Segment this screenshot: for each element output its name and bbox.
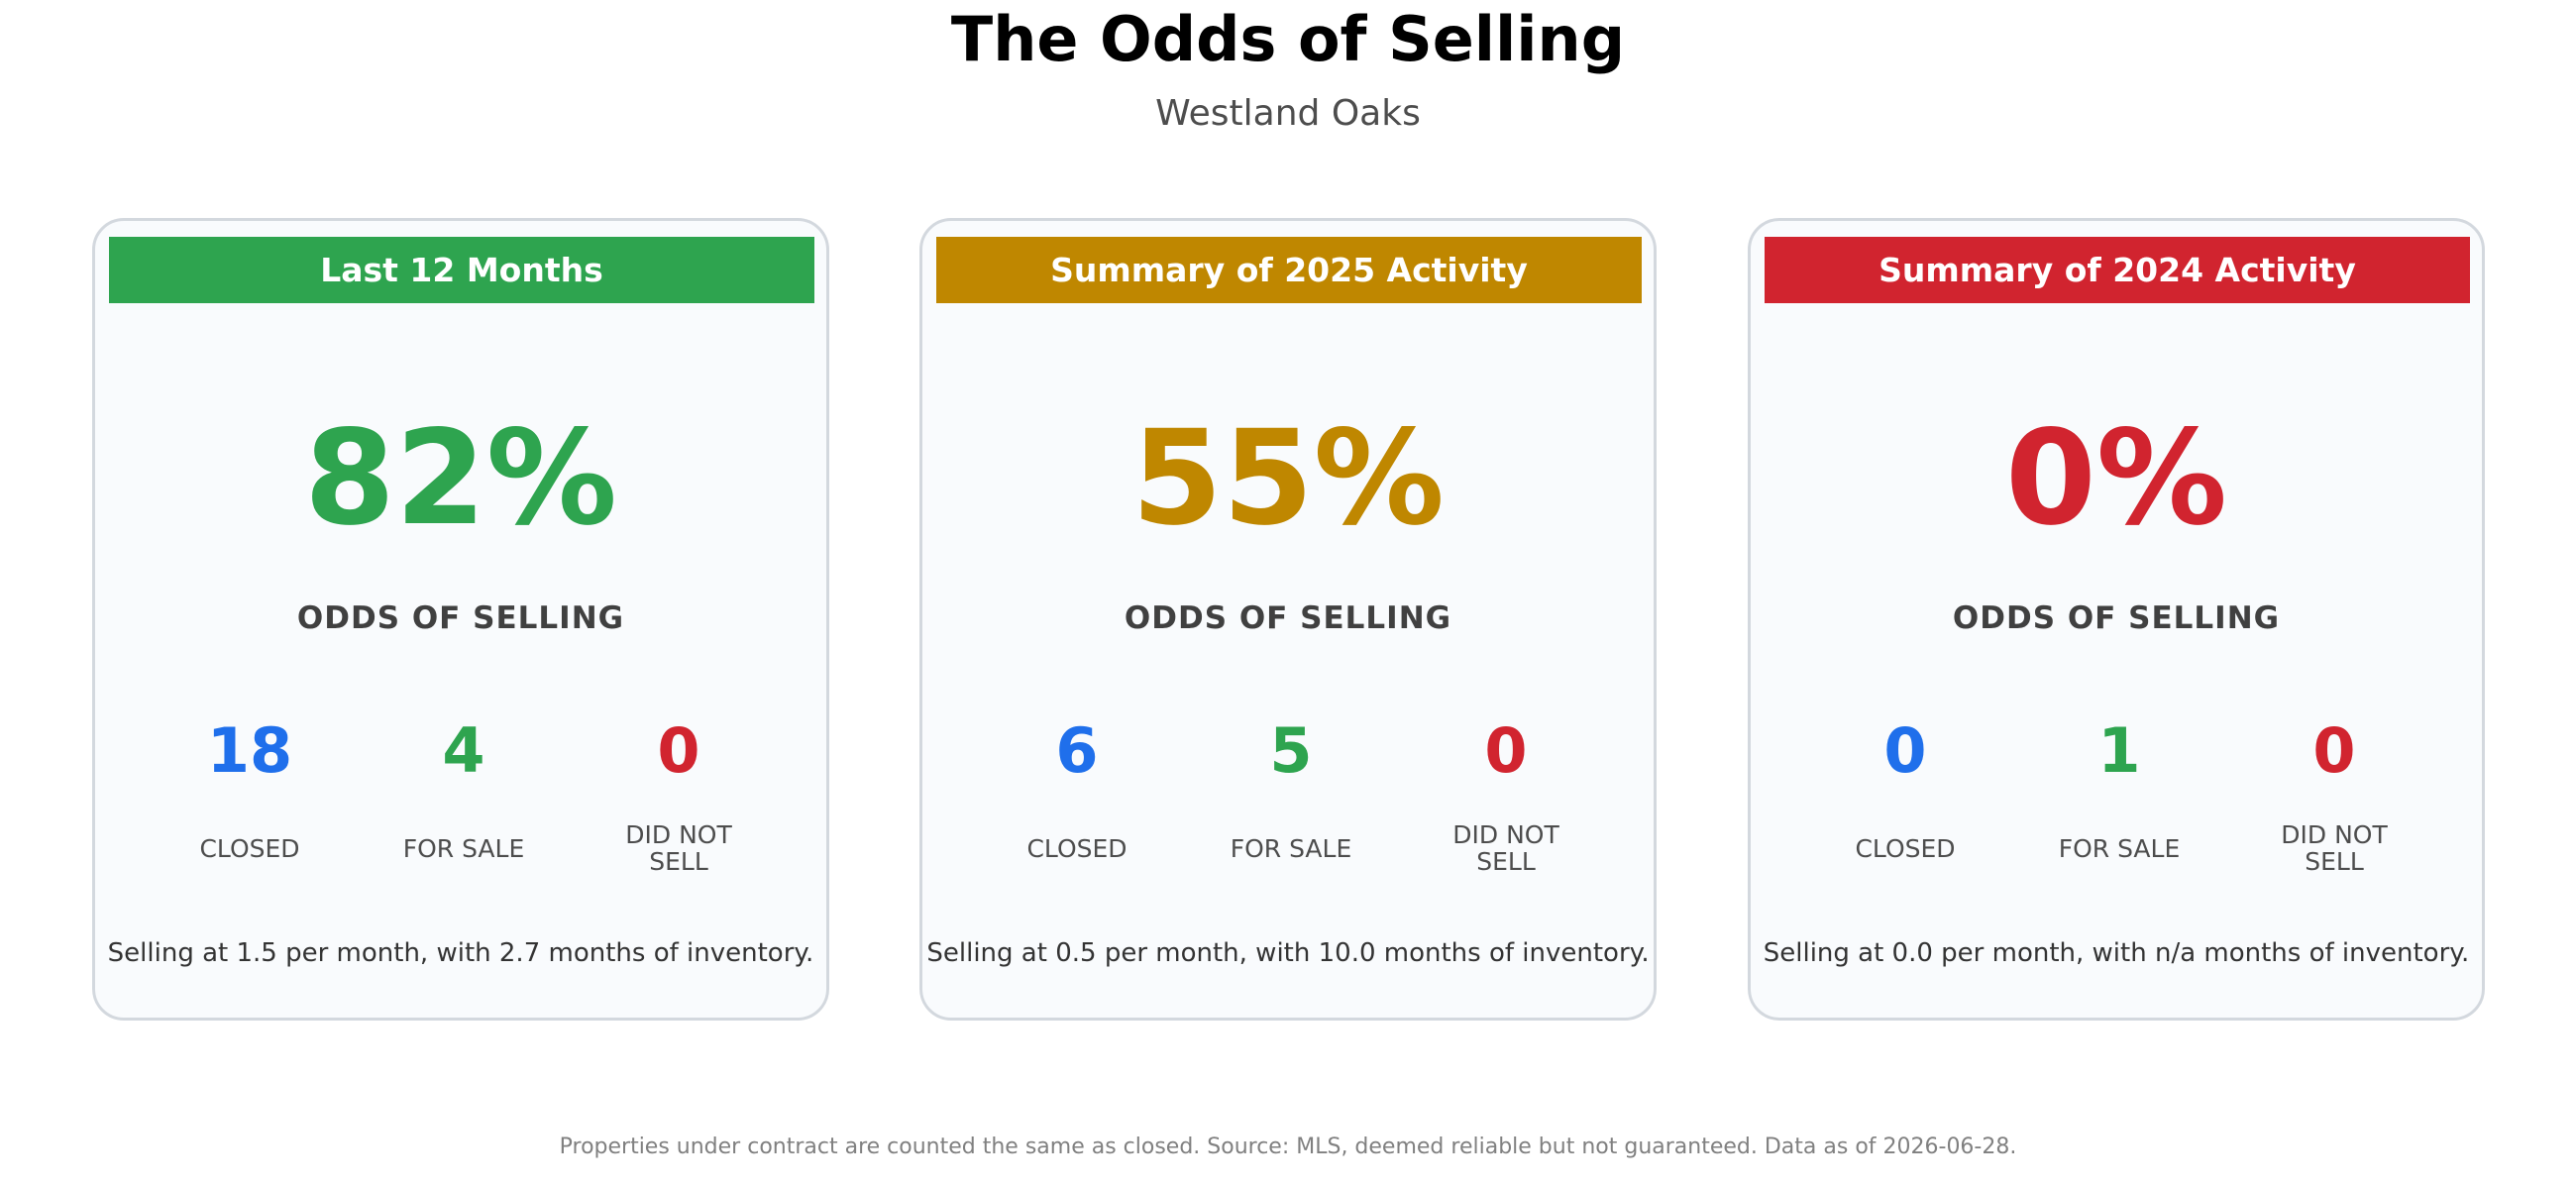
stat-closed: 18 CLOSED [151,714,349,875]
stat-label: CLOSED [1026,833,1127,863]
stat-label: DID NOT SELL [1452,820,1559,876]
stat-value: 0 [2312,714,2356,787]
footnote: Properties under contract are counted th… [559,1135,2017,1159]
odds-label: ODDS OF SELLING [1124,600,1452,636]
stat-did-not-sell: 0 DID NOT SELL [580,714,778,875]
stat-label-wrap: DID NOT SELL [580,821,778,875]
stat-value: 0 [1484,714,1528,787]
card-header: Summary of 2024 Activity [1765,237,2470,303]
stat-for-sale: 5 FOR SALE [1192,714,1390,875]
stat-label-wrap: DID NOT SELL [2235,821,2433,875]
stat-label-wrap: FOR SALE [1192,821,1390,875]
card-summary: Selling at 0.5 per month, with 10.0 mont… [926,938,1650,968]
stat-label-wrap: CLOSED [978,821,1176,875]
stat-label-wrap: DID NOT SELL [1407,821,1605,875]
stat-label: FOR SALE [2058,833,2181,863]
stat-value: 0 [657,714,700,787]
stat-value: 6 [1055,714,1099,787]
card-header: Summary of 2025 Activity [936,237,1642,303]
card-header: Last 12 Months [109,237,814,303]
card-summary: Selling at 0.0 per month, with n/a month… [1763,938,2470,968]
card-summary: Selling at 1.5 per month, with 2.7 month… [107,938,814,968]
stat-value: 4 [442,714,485,787]
stat-label: FOR SALE [402,833,525,863]
stat-did-not-sell: 0 DID NOT SELL [2235,714,2433,875]
card-2025-activity: Summary of 2025 Activity 55% ODDS OF SEL… [919,218,1657,1021]
odds-percentage: 55% [1131,402,1445,555]
stat-label-wrap: FOR SALE [2020,821,2218,875]
odds-label: ODDS OF SELLING [1952,600,2281,636]
stat-did-not-sell: 0 DID NOT SELL [1407,714,1605,875]
stat-label: DID NOT SELL [625,820,732,876]
stat-value: 1 [2097,714,2141,787]
stat-value: 0 [1883,714,1927,787]
stat-value: 5 [1269,714,1313,787]
card-2024-activity: Summary of 2024 Activity 0% ODDS OF SELL… [1748,218,2485,1021]
stat-for-sale: 4 FOR SALE [365,714,563,875]
stat-label: FOR SALE [1230,833,1352,863]
stat-closed: 0 CLOSED [1806,714,2004,875]
stat-label-wrap: FOR SALE [365,821,563,875]
stat-label: CLOSED [1855,833,1956,863]
odds-percentage: 82% [304,402,617,555]
stat-value: 18 [206,714,293,787]
card-last-12-months: Last 12 Months 82% ODDS OF SELLING 18 CL… [92,218,829,1021]
stat-label: CLOSED [199,833,300,863]
stat-label: DID NOT SELL [2281,820,2388,876]
stat-for-sale: 1 FOR SALE [2020,714,2218,875]
stat-label-wrap: CLOSED [1806,821,2004,875]
odds-percentage: 0% [2004,402,2228,555]
page-subtitle: Westland Oaks [1155,93,1421,134]
stat-closed: 6 CLOSED [978,714,1176,875]
odds-label: ODDS OF SELLING [296,600,625,636]
page-title: The Odds of Selling [950,3,1626,75]
stat-label-wrap: CLOSED [151,821,349,875]
